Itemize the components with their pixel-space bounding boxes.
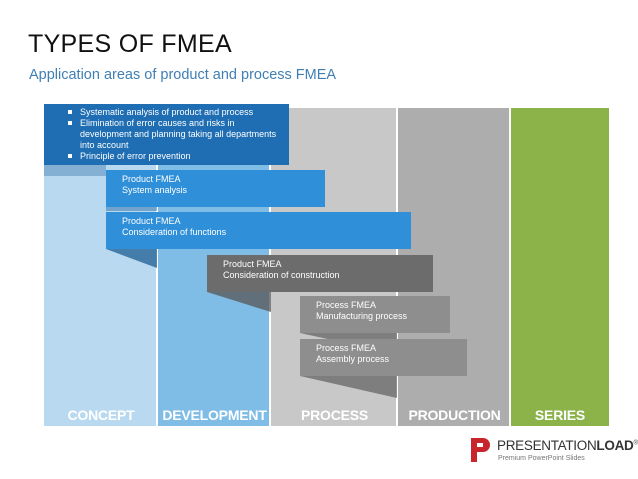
phase-label-production: PRODUCTION [408,407,501,423]
logo-brand-bold: LOAD [596,438,634,453]
principles-list: Systematic analysis of product and proce… [68,107,283,162]
fmea-box-manufacturing: Process FMEA Manufacturing process [300,296,450,333]
phase-label-development: DEVELOPMENT [162,407,267,423]
fmea-box-type: Product FMEA [122,216,181,226]
fmea-principles-box: Systematic analysis of product and proce… [44,104,289,165]
fmea-box-construction: Product FMEA Consideration of constructi… [207,255,433,292]
page-title: TYPES OF FMEA [28,30,232,58]
logo-trademark: ® [633,440,638,447]
shadow-functions [106,249,157,268]
fmea-box-type: Process FMEA [316,300,377,310]
logo-brand-regular: PRESENTATION [497,438,597,453]
logo-mark-icon [471,438,490,462]
fmea-box-functions: Product FMEA Consideration of functions [106,212,411,249]
principle-item: Systematic analysis of product and proce… [68,107,283,118]
fmea-box-scope: Consideration of functions [122,227,227,237]
fmea-box-type: Product FMEA [223,259,282,269]
principle-line: into account [80,140,129,150]
principle-line: Elimination of error causes and risks in [80,118,235,128]
page-subtitle: Application areas of product and process… [29,67,337,83]
fmea-box-scope: System analysis [122,185,188,195]
fmea-box-system-analysis: Product FMEA System analysis [106,170,325,207]
phase-label-process-planning: PROCESS PLANNING [298,407,371,443]
fmea-box-type: Product FMEA [122,174,181,184]
principle-item: Elimination of error causes and risks in… [68,118,283,151]
fmea-box-type: Process FMEA [316,343,377,353]
logo-tagline: Premium PowerPoint Slides [498,455,585,462]
shadow-top-box [44,165,106,176]
principle-line: Principle of error prevention [80,151,191,161]
fmea-box-assembly: Process FMEA Assembly process [300,339,467,376]
logo-brand: PRESENTATIONLOAD® [497,438,638,453]
principle-line: development and planning taking all depa… [80,129,277,139]
fmea-box-scope: Assembly process [316,354,390,364]
phase-column-series [511,108,609,426]
principle-item: Principle of error prevention [68,151,283,162]
shadow-construction [207,292,271,312]
fmea-box-scope: Consideration of construction [223,270,340,280]
fmea-box-scope: Manufacturing process [316,311,408,321]
shadow-assembly [300,376,397,398]
shadow-system-analysis [106,207,157,211]
phase-label-series: SERIES [534,407,586,423]
principle-line: Systematic analysis of product and proce… [80,107,254,117]
phase-label-concept: CONCEPT [67,407,135,423]
